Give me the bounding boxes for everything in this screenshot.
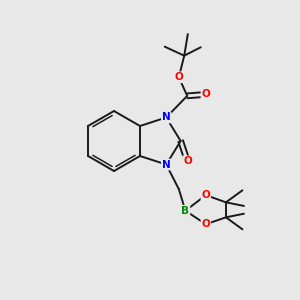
- Text: O: O: [202, 89, 210, 99]
- Text: O: O: [202, 190, 210, 200]
- Text: B: B: [182, 206, 189, 216]
- Text: O: O: [183, 156, 192, 166]
- Text: O: O: [175, 72, 183, 82]
- Text: O: O: [202, 219, 210, 229]
- Text: N: N: [162, 160, 171, 170]
- Text: N: N: [162, 112, 171, 122]
